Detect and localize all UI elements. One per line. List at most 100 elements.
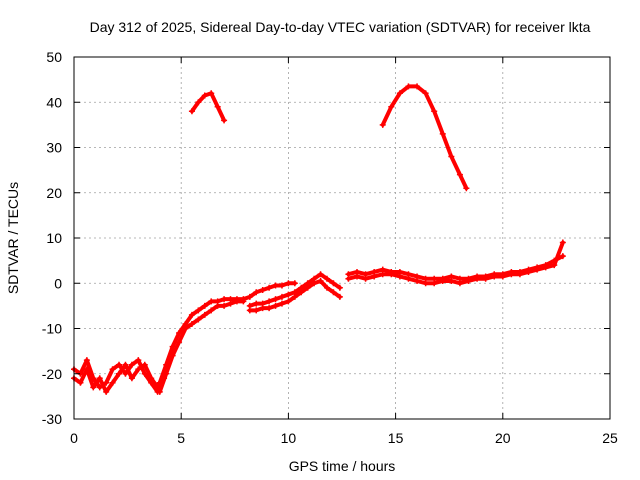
data-point — [508, 271, 515, 278]
data-point — [122, 361, 129, 368]
data-point — [128, 375, 135, 382]
chart-title: Day 312 of 2025, Sidereal Day-to-day VTE… — [90, 19, 591, 35]
data-point — [116, 370, 123, 377]
data-point — [195, 99, 202, 106]
data-point — [317, 277, 324, 284]
y-tick-label: 50 — [46, 49, 62, 65]
series-arc-high-1 — [188, 90, 228, 124]
data-point — [266, 305, 273, 312]
data-point — [336, 284, 343, 291]
y-axis: -30 -20 -10 0 10 20 30 40 50 — [42, 49, 610, 427]
data-point — [379, 271, 386, 278]
data-point — [188, 311, 195, 318]
data-point — [135, 357, 142, 364]
data-point — [109, 379, 116, 386]
data-point — [195, 316, 202, 323]
data-point — [90, 384, 97, 391]
data-point — [109, 366, 116, 373]
data-point — [456, 171, 463, 178]
data-point — [156, 388, 163, 395]
data-point — [195, 307, 202, 314]
data-point — [542, 264, 549, 271]
data-point — [240, 298, 247, 305]
data-point — [448, 153, 455, 160]
data-point — [214, 302, 221, 309]
data-point — [559, 253, 566, 260]
data-point — [422, 280, 429, 287]
data-series-group — [71, 83, 566, 395]
data-point — [323, 284, 330, 291]
data-point — [122, 370, 129, 377]
data-point — [491, 273, 498, 280]
data-point — [431, 108, 438, 115]
data-point — [77, 379, 84, 386]
series-arc-rise-b — [156, 298, 247, 395]
series-arc-late-b — [345, 239, 566, 287]
x-tick-label: 0 — [70, 430, 78, 446]
data-point — [414, 277, 421, 284]
data-point — [278, 282, 285, 289]
data-point — [141, 361, 148, 368]
data-point — [448, 277, 455, 284]
data-point — [103, 388, 110, 395]
data-point — [253, 300, 260, 307]
y-tick-label: 0 — [54, 275, 62, 291]
data-point — [317, 271, 324, 278]
series-arc-late — [345, 253, 566, 282]
data-point — [208, 298, 215, 305]
data-point — [169, 352, 176, 359]
y-tick-label: -20 — [42, 366, 62, 382]
y-tick-label: -10 — [42, 321, 62, 337]
data-point — [311, 275, 318, 282]
data-point — [272, 302, 279, 309]
data-point — [304, 280, 311, 287]
data-point — [148, 379, 155, 386]
grid — [74, 57, 610, 419]
data-point — [266, 284, 273, 291]
data-point — [201, 302, 208, 309]
x-tick-label: 5 — [177, 430, 185, 446]
data-point — [323, 275, 330, 282]
data-point — [525, 268, 532, 275]
data-point — [128, 361, 135, 368]
series-arc-early — [71, 361, 168, 395]
data-point — [439, 130, 446, 137]
data-point — [482, 275, 489, 282]
data-point — [116, 361, 123, 368]
data-point — [405, 83, 412, 90]
series-line — [189, 91, 227, 123]
data-point — [135, 366, 142, 373]
data-point — [456, 280, 463, 287]
series-arc-mid — [246, 277, 343, 314]
data-point — [422, 90, 429, 97]
data-point — [259, 300, 266, 307]
y-tick-label: 30 — [46, 140, 62, 156]
data-point — [371, 273, 378, 280]
data-point — [285, 280, 292, 287]
data-point — [516, 271, 523, 278]
data-point — [551, 262, 558, 269]
y-tick-label: 40 — [46, 94, 62, 110]
data-point — [388, 271, 395, 278]
x-axis: 0 5 10 15 20 25 — [70, 57, 618, 446]
data-point — [285, 298, 292, 305]
data-point — [291, 280, 298, 287]
data-point — [96, 384, 103, 391]
data-point — [431, 280, 438, 287]
data-point — [201, 92, 208, 99]
data-point — [272, 282, 279, 289]
data-point — [246, 302, 253, 309]
data-point — [253, 289, 260, 296]
data-point — [414, 83, 421, 90]
data-point — [559, 239, 566, 246]
data-point — [499, 273, 506, 280]
data-point — [439, 277, 446, 284]
data-point — [379, 121, 386, 128]
data-point — [291, 289, 298, 296]
data-point — [96, 375, 103, 382]
data-point — [221, 302, 228, 309]
data-point — [233, 298, 240, 305]
data-point — [405, 275, 412, 282]
data-point — [278, 293, 285, 300]
